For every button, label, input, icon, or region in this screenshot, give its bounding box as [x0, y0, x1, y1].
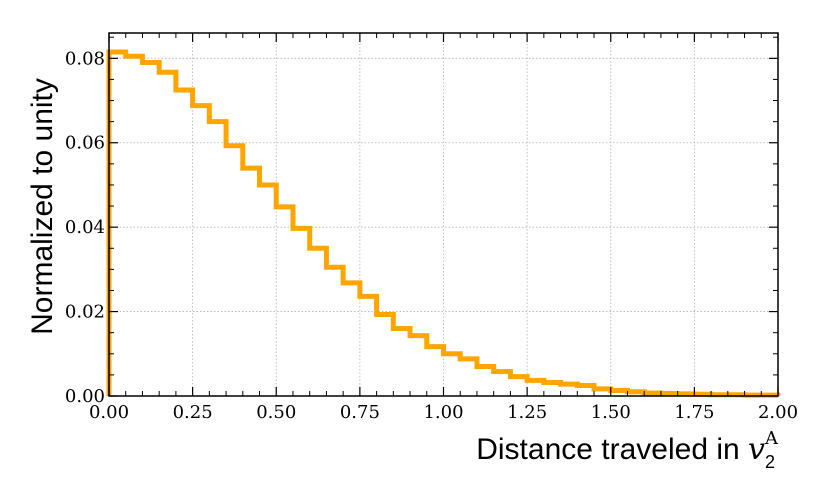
y-tick-label: 0.08 — [65, 48, 105, 69]
y-tick-label: 0.00 — [65, 386, 105, 407]
x-axis-label-subscript: 2 — [765, 452, 775, 472]
x-tick-label: 1.25 — [507, 402, 547, 423]
y-tick-label: 0.04 — [65, 217, 105, 238]
x-axis-label-text: Distance traveled in — [476, 433, 748, 466]
histogram-step-line — [106, 49, 781, 398]
grid-lines — [108, 33, 779, 396]
x-tick-label: 0.25 — [173, 402, 213, 423]
x-tick-label: 1.50 — [591, 402, 631, 423]
x-tick-label: 0.50 — [256, 402, 296, 423]
y-tick-label: 0.06 — [65, 133, 105, 154]
x-tick-label: 0.00 — [89, 402, 129, 423]
x-tick-label: 0.75 — [340, 402, 380, 423]
x-tick-labels: 0.00 0.25 0.50 0.75 1.00 1.25 1.50 1.75 2.00 — [89, 402, 798, 423]
y-tick-label: 0.02 — [65, 302, 105, 323]
x-tick-label: 1.00 — [423, 402, 463, 423]
y-axis-label: Normalized to unity — [26, 78, 59, 335]
x-axis-label: Distance traveled in v2 A — [476, 428, 779, 472]
axis-ticks — [108, 33, 779, 397]
x-tick-label: 1.75 — [674, 402, 714, 423]
x-tick-label: 2.00 — [758, 402, 798, 423]
x-axis-label-symbol: v — [748, 432, 765, 467]
x-axis-label-superscript: A — [764, 428, 779, 449]
y-tick-labels: 0.00 0.02 0.04 0.06 0.08 — [65, 48, 105, 407]
